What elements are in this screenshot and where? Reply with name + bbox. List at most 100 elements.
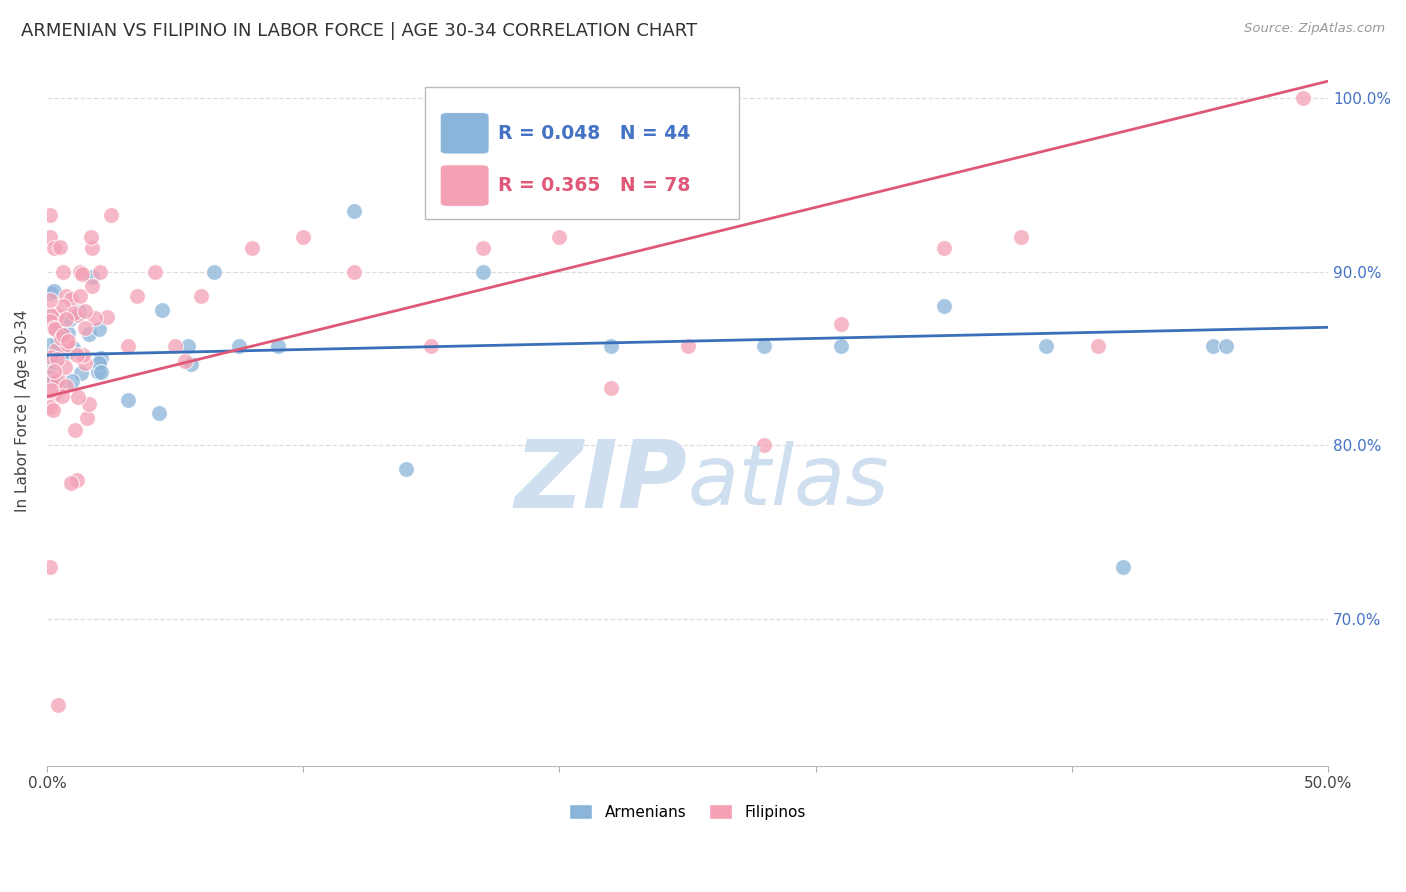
- Point: [80, 230, 103, 244]
- Point: [41, 375, 63, 389]
- Point: [471, 241, 494, 255]
- Point: [38, 559, 60, 574]
- Point: [52, 299, 75, 313]
- Point: [62, 306, 84, 320]
- Point: [72, 348, 94, 362]
- Point: [66, 348, 89, 362]
- Point: [82, 270, 104, 285]
- Point: [190, 289, 212, 303]
- Point: [84, 310, 107, 325]
- Point: [56, 326, 79, 340]
- Point: [125, 289, 148, 303]
- Point: [117, 392, 139, 407]
- Point: [42, 320, 65, 334]
- Point: [44, 321, 66, 335]
- Text: ARMENIAN VS FILIPINO IN LABOR FORCE | AGE 30-34 CORRELATION CHART: ARMENIAN VS FILIPINO IN LABOR FORCE | AG…: [21, 22, 697, 40]
- Point: [1215, 339, 1237, 353]
- Point: [87, 322, 110, 336]
- Point: [38, 293, 60, 307]
- Point: [1202, 339, 1225, 353]
- Point: [51, 389, 73, 403]
- Point: [89, 265, 111, 279]
- Point: [177, 339, 200, 353]
- Text: atlas: atlas: [688, 441, 889, 522]
- Text: R = 0.048   N = 44: R = 0.048 N = 44: [498, 124, 690, 143]
- Point: [96, 310, 118, 324]
- Point: [56, 337, 79, 351]
- Legend: Armenians, Filipinos: Armenians, Filipinos: [564, 797, 811, 826]
- Point: [42, 241, 65, 255]
- Point: [38, 400, 60, 414]
- Point: [90, 351, 112, 365]
- Point: [39, 286, 62, 301]
- Point: [66, 308, 89, 322]
- Point: [76, 411, 98, 425]
- Point: [77, 397, 100, 411]
- Point: [56, 345, 79, 359]
- Point: [67, 305, 90, 319]
- Point: [1010, 230, 1032, 244]
- Point: [39, 308, 62, 322]
- Point: [38, 230, 60, 244]
- Point: [173, 354, 195, 368]
- Point: [45, 343, 67, 357]
- Point: [148, 406, 170, 420]
- Point: [55, 312, 77, 326]
- Point: [87, 365, 110, 379]
- Point: [39, 383, 62, 397]
- Point: [77, 327, 100, 342]
- Point: [395, 462, 418, 476]
- Point: [69, 289, 91, 303]
- Point: [41, 403, 63, 417]
- Text: Source: ZipAtlas.com: Source: ZipAtlas.com: [1244, 22, 1385, 36]
- Point: [420, 339, 443, 353]
- Point: [49, 331, 72, 345]
- Point: [44, 364, 66, 378]
- Point: [100, 208, 122, 222]
- Point: [46, 698, 69, 713]
- Point: [55, 289, 77, 303]
- Point: [44, 285, 66, 299]
- Point: [75, 321, 97, 335]
- Point: [46, 373, 69, 387]
- Point: [46, 376, 69, 391]
- Point: [202, 265, 225, 279]
- Y-axis label: In Labor Force | Age 30-34: In Labor Force | Age 30-34: [15, 310, 31, 512]
- Point: [471, 265, 494, 279]
- Point: [599, 339, 621, 353]
- Point: [39, 350, 62, 364]
- FancyBboxPatch shape: [440, 112, 489, 154]
- Point: [51, 347, 73, 361]
- Point: [59, 312, 82, 326]
- Point: [90, 365, 112, 379]
- Point: [60, 375, 83, 389]
- Point: [932, 300, 955, 314]
- Point: [599, 381, 621, 395]
- Point: [38, 353, 60, 368]
- Point: [55, 379, 77, 393]
- Point: [49, 240, 72, 254]
- Point: [70, 366, 93, 380]
- Point: [42, 387, 65, 401]
- Point: [292, 230, 315, 244]
- Point: [60, 476, 83, 491]
- Point: [830, 317, 852, 331]
- FancyBboxPatch shape: [440, 165, 489, 206]
- FancyBboxPatch shape: [425, 87, 738, 219]
- Point: [1112, 559, 1135, 574]
- Point: [73, 356, 96, 370]
- Text: ZIP: ZIP: [515, 435, 688, 527]
- Point: [343, 204, 366, 219]
- Point: [117, 339, 139, 353]
- Point: [38, 208, 60, 222]
- Point: [69, 265, 91, 279]
- Point: [52, 265, 75, 279]
- Point: [46, 352, 69, 367]
- Point: [39, 369, 62, 384]
- Point: [38, 314, 60, 328]
- Point: [60, 293, 83, 307]
- Point: [1035, 339, 1057, 353]
- Point: [62, 341, 84, 355]
- Point: [80, 279, 103, 293]
- Point: [44, 355, 66, 369]
